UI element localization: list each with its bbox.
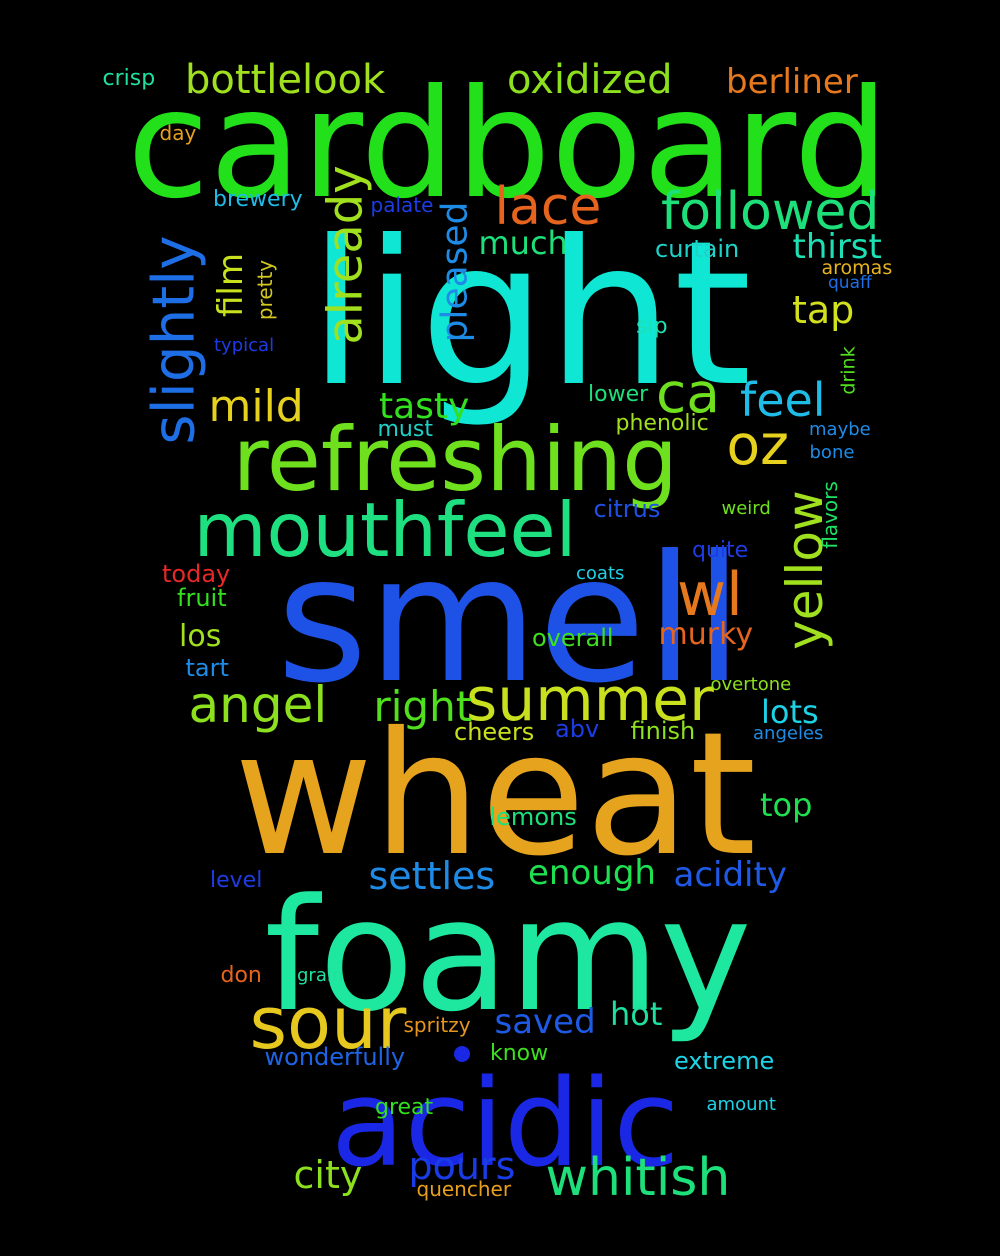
word-pours: pours bbox=[408, 1144, 516, 1188]
word-maybe: maybe bbox=[809, 419, 871, 440]
word-today: today bbox=[162, 560, 231, 588]
word-city: city bbox=[293, 1153, 363, 1197]
word-right: right bbox=[373, 682, 473, 731]
word-top: top bbox=[760, 786, 813, 824]
word-flavors: flavors bbox=[817, 481, 842, 549]
word-refreshing: refreshing bbox=[232, 408, 678, 511]
word-quite: quite bbox=[692, 538, 749, 563]
word-quencher: quencher bbox=[416, 1177, 512, 1201]
word-pleased: pleased bbox=[433, 201, 475, 343]
word-curtain: curtain bbox=[655, 235, 740, 263]
word-crisp: crisp bbox=[102, 66, 156, 91]
word-mild: mild bbox=[208, 381, 304, 432]
word-palate: palate bbox=[370, 193, 434, 217]
word-wheat: wheat bbox=[234, 696, 757, 894]
word-smell: smell bbox=[276, 518, 744, 722]
word-extreme: extreme bbox=[674, 1047, 775, 1075]
word-hot: hot bbox=[610, 995, 663, 1033]
word-saved: saved bbox=[494, 1002, 596, 1042]
word-tasty: tasty bbox=[379, 386, 470, 427]
word-acidity: acidity bbox=[673, 855, 787, 895]
word-bottlelook: bottlelook bbox=[185, 57, 386, 103]
word-brewery: brewery bbox=[213, 187, 303, 212]
word-oxidized: oxidized bbox=[507, 57, 673, 103]
word-typical: typical bbox=[214, 335, 275, 356]
word-drink: drink bbox=[837, 345, 860, 395]
word-feel: feel bbox=[740, 373, 826, 427]
word-murky: murky bbox=[658, 617, 754, 652]
word-overall: overall bbox=[532, 624, 614, 652]
word-mouthfeel: mouthfeel bbox=[193, 485, 577, 574]
word-light: light bbox=[308, 198, 752, 431]
word-amount: amount bbox=[706, 1094, 776, 1115]
word-coats: coats bbox=[576, 563, 625, 584]
word-phenolic: phenolic bbox=[615, 411, 709, 436]
word-weird: weird bbox=[721, 498, 771, 519]
word-lower: lower bbox=[588, 382, 649, 407]
word-oz: oz bbox=[726, 412, 790, 477]
word-level: level bbox=[210, 868, 263, 893]
word-cheers: cheers bbox=[454, 718, 535, 746]
word-must: must bbox=[377, 417, 433, 442]
word-know: know bbox=[490, 1041, 549, 1066]
word-pretty: pretty bbox=[253, 259, 278, 321]
word-sour: sour bbox=[249, 981, 407, 1065]
word-enough: enough bbox=[528, 853, 656, 893]
word-foamy: foamy bbox=[264, 864, 752, 1046]
word-already: already bbox=[317, 165, 374, 345]
word-film: film bbox=[210, 253, 251, 317]
word-fruit: fruit bbox=[177, 584, 227, 612]
word-much: much bbox=[478, 224, 568, 262]
word-whitish: whitish bbox=[545, 1148, 731, 1208]
word-berliner: berliner bbox=[726, 62, 858, 102]
word-los: los bbox=[179, 619, 222, 654]
word-citrus: citrus bbox=[593, 495, 661, 523]
word-wl: wl bbox=[677, 560, 743, 630]
word-sip: sip bbox=[636, 314, 668, 339]
word-tap: tap bbox=[792, 288, 855, 332]
word-grain: grain bbox=[297, 965, 344, 986]
word-lots: lots bbox=[761, 693, 819, 731]
word-wonderfully: wonderfully bbox=[264, 1043, 406, 1071]
word-summer: summer bbox=[466, 665, 714, 735]
word-settles: settles bbox=[368, 854, 496, 898]
word-abv: abv bbox=[555, 715, 600, 743]
word-tart: tart bbox=[185, 654, 229, 682]
word-overtone: overtone bbox=[710, 674, 792, 695]
word-don: don bbox=[220, 963, 262, 988]
word-acidic: acidic bbox=[331, 1055, 680, 1194]
word-aromas: aromas bbox=[821, 256, 893, 279]
word-finish: finish bbox=[630, 717, 696, 745]
word-slightly: slightly bbox=[139, 235, 208, 445]
dot-mark bbox=[454, 1046, 470, 1062]
word-lemons: lemons bbox=[489, 803, 577, 831]
word-thirst: thirst bbox=[792, 227, 882, 267]
word-angel: angel bbox=[188, 676, 328, 734]
word-great: great bbox=[375, 1095, 434, 1120]
word-followed: followed bbox=[661, 182, 880, 242]
word-spritzy: spritzy bbox=[403, 1013, 471, 1037]
word-bone: bone bbox=[809, 442, 855, 463]
word-day: day bbox=[159, 121, 197, 145]
word-lace: lace bbox=[494, 177, 602, 237]
word-quaff: quaff bbox=[828, 272, 872, 293]
word-cardboard: cardboard bbox=[127, 58, 889, 232]
word-angeles: angeles bbox=[753, 723, 824, 744]
word-ca: ca bbox=[656, 360, 720, 425]
